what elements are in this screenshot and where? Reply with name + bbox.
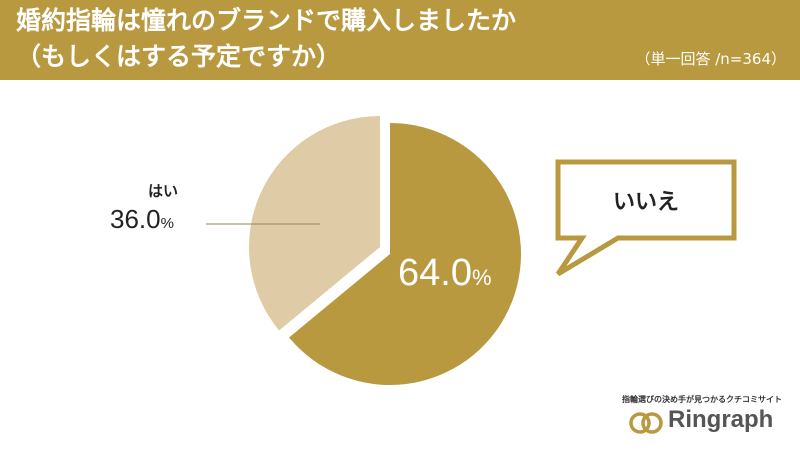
pie-slice-yes (249, 115, 380, 331)
sample-note: （単一回答 /n=364） (635, 50, 786, 68)
label-no-category: いいえ (612, 190, 679, 215)
ring-logo-icon (629, 412, 663, 434)
label-no-percent: % (471, 265, 492, 290)
brand-tagline: 指輪選びの決め手が見つかるクチコミサイト (622, 395, 782, 404)
label-yes-number: 36.0 (110, 204, 161, 234)
label-yes-value: 36.0% (110, 204, 174, 235)
label-yes-category: はい (148, 182, 179, 200)
label-no-number: 64.0 (398, 252, 472, 294)
label-yes-percent: % (160, 215, 174, 232)
chart-title-line-2: （もしくはする予定ですか） (16, 42, 342, 71)
title-bar: 婚約指輪は憧れのブランドで購入しましたか （もしくはする予定ですか） （単一回答… (0, 0, 800, 80)
chart-title-line-1: 婚約指輪は憧れのブランドで購入しましたか (16, 6, 517, 35)
pie-slice-no (289, 123, 521, 386)
brand-name: Ringraph (668, 406, 774, 433)
label-no-value: 64.0% (398, 252, 492, 295)
speech-bubble (555, 159, 737, 277)
